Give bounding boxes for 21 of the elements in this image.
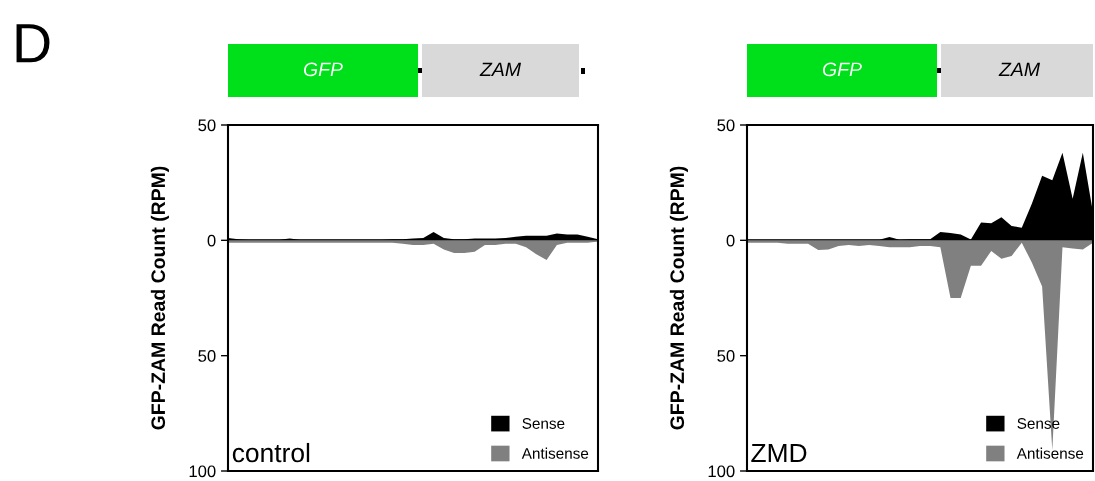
legend-label: Antisense bbox=[1016, 447, 1084, 459]
text: GFP bbox=[822, 62, 862, 77]
legend-label: Antisense bbox=[521, 447, 589, 459]
y-tick-label: 0 bbox=[207, 234, 216, 247]
y-tick-label: 50 bbox=[717, 350, 735, 362]
legend-label: Sense bbox=[522, 418, 565, 429]
text: ZAM bbox=[998, 62, 1041, 77]
text: D bbox=[16, 24, 50, 63]
legend-label: Sense bbox=[1017, 418, 1060, 429]
y-tick-label: 50 bbox=[717, 119, 735, 132]
y-axis-title: GFP-ZAM Read Count (RPM) bbox=[669, 166, 688, 430]
y-axis-title: GFP-ZAM Read Count (RPM) bbox=[150, 166, 169, 430]
y-tick-label: 50 bbox=[198, 119, 216, 132]
annotation: control bbox=[232, 442, 310, 463]
y-tick-label: 100 bbox=[189, 465, 216, 478]
y-tick-label: 0 bbox=[726, 234, 735, 247]
text: GFP bbox=[303, 62, 343, 77]
annotation: ZMD bbox=[751, 443, 807, 463]
text: ZAM bbox=[479, 62, 522, 77]
y-tick-label: 100 bbox=[708, 465, 735, 478]
y-tick-label: 50 bbox=[198, 350, 216, 362]
